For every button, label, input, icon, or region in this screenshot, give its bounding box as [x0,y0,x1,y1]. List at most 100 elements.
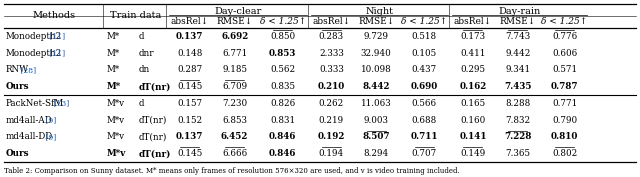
Text: dT(nr): dT(nr) [139,132,167,141]
Text: δ < 1.25↑: δ < 1.25↑ [260,16,306,25]
Text: 0.287: 0.287 [177,65,202,74]
Text: 8.288: 8.288 [505,99,531,108]
Text: 0.707: 0.707 [412,149,437,158]
Text: dn: dn [139,65,150,74]
Text: M*: M* [107,32,120,41]
Text: 0.173: 0.173 [460,32,486,41]
Text: 0.810: 0.810 [551,132,579,141]
Text: 8.442: 8.442 [362,82,390,91]
Text: RNW: RNW [6,65,29,74]
Text: 6.692: 6.692 [221,32,248,41]
Text: 32.940: 32.940 [361,49,392,58]
Text: 9.003: 9.003 [364,116,388,125]
Text: absRel↓: absRel↓ [454,16,492,25]
Text: 10.098: 10.098 [361,65,392,74]
Text: 0.831: 0.831 [270,116,295,125]
Text: 9.442: 9.442 [505,49,531,58]
Text: 6.666: 6.666 [222,149,247,158]
Text: 7.435: 7.435 [504,82,532,91]
Text: 7.228: 7.228 [504,132,531,141]
Text: 0.295: 0.295 [460,65,486,74]
Text: 0.688: 0.688 [412,116,437,125]
Text: dT(nr): dT(nr) [139,149,171,158]
Text: 9.341: 9.341 [505,65,531,74]
Text: 2.333: 2.333 [319,49,344,58]
Text: 0.566: 0.566 [412,99,437,108]
Text: Train data: Train data [110,12,161,21]
Text: 0.148: 0.148 [177,49,202,58]
Text: md4all-AD: md4all-AD [6,116,52,125]
Text: M*v: M*v [107,149,126,158]
Text: 0.152: 0.152 [177,116,202,125]
Text: 0.210: 0.210 [317,82,345,91]
Text: 0.137: 0.137 [176,32,204,41]
Text: Table 2: Comparison on Sunny dataset. M* means only frames of resolution 576×320: Table 2: Comparison on Sunny dataset. M*… [4,167,460,175]
Text: 0.771: 0.771 [552,99,577,108]
Text: 0.141: 0.141 [459,132,486,141]
Text: d: d [139,99,144,108]
Text: absRel↓: absRel↓ [312,16,351,25]
Text: 0.835: 0.835 [270,82,295,91]
Text: 0.137: 0.137 [176,132,204,141]
Text: [11]: [11] [47,32,65,40]
Text: 0.826: 0.826 [270,99,295,108]
Text: M*v: M*v [107,132,125,141]
Text: δ < 1.25↑: δ < 1.25↑ [541,16,588,25]
Text: Day-rain: Day-rain [499,7,541,16]
Text: Ours: Ours [6,82,29,91]
Text: 0.846: 0.846 [269,132,296,141]
Text: Night: Night [365,7,394,16]
Text: 6.853: 6.853 [222,116,247,125]
Text: 0.165: 0.165 [460,99,486,108]
Text: 8.294: 8.294 [364,149,389,158]
Text: Monodepth2: Monodepth2 [6,49,62,58]
Text: d: d [139,32,144,41]
Text: 0.711: 0.711 [410,132,438,141]
Text: M*v: M*v [107,99,125,108]
Text: 6.709: 6.709 [222,82,247,91]
Text: 0.853: 0.853 [269,49,296,58]
Text: 9.729: 9.729 [364,32,388,41]
Text: 6.771: 6.771 [222,49,247,58]
Text: absRel↓: absRel↓ [171,16,209,25]
Text: 0.571: 0.571 [552,65,577,74]
Text: Ours: Ours [6,149,29,158]
Text: 7.832: 7.832 [505,116,531,125]
Text: 0.149: 0.149 [460,149,486,158]
Text: 7.743: 7.743 [505,32,531,41]
Text: 0.162: 0.162 [460,82,486,91]
Text: 0.787: 0.787 [551,82,579,91]
Text: M*: M* [107,82,121,91]
Text: [9]: [9] [43,133,56,141]
Text: 11.063: 11.063 [361,99,392,108]
Text: RMSE↓: RMSE↓ [216,16,253,25]
Text: 0.518: 0.518 [412,32,437,41]
Text: 0.606: 0.606 [552,49,577,58]
Text: RMSE↓: RMSE↓ [358,16,394,25]
Text: M*v: M*v [107,116,125,125]
Text: 0.846: 0.846 [269,149,296,158]
Text: 0.145: 0.145 [177,149,202,158]
Text: Methods: Methods [33,12,76,21]
Text: dT(nr): dT(nr) [139,116,167,125]
Text: 9.185: 9.185 [222,65,247,74]
Text: 0.850: 0.850 [270,32,295,41]
Text: md4all-DD: md4all-DD [6,132,53,141]
Text: 6.452: 6.452 [221,132,248,141]
Text: M*: M* [107,49,120,58]
Text: M*: M* [107,65,120,74]
Text: 0.283: 0.283 [319,32,344,41]
Text: 0.562: 0.562 [270,65,295,74]
Text: Day-clear: Day-clear [214,7,262,16]
Text: 0.262: 0.262 [319,99,344,108]
Text: [11]: [11] [47,49,65,57]
Text: PackNet-SfM: PackNet-SfM [6,99,64,108]
Text: 0.105: 0.105 [412,49,437,58]
Text: δ < 1.25↑: δ < 1.25↑ [401,16,447,25]
Text: 0.776: 0.776 [552,32,577,41]
Text: 8.507: 8.507 [362,132,390,141]
Text: 0.790: 0.790 [552,116,577,125]
Text: 0.157: 0.157 [177,99,202,108]
Text: dnr: dnr [139,49,154,58]
Text: dT(nr): dT(nr) [139,82,171,91]
